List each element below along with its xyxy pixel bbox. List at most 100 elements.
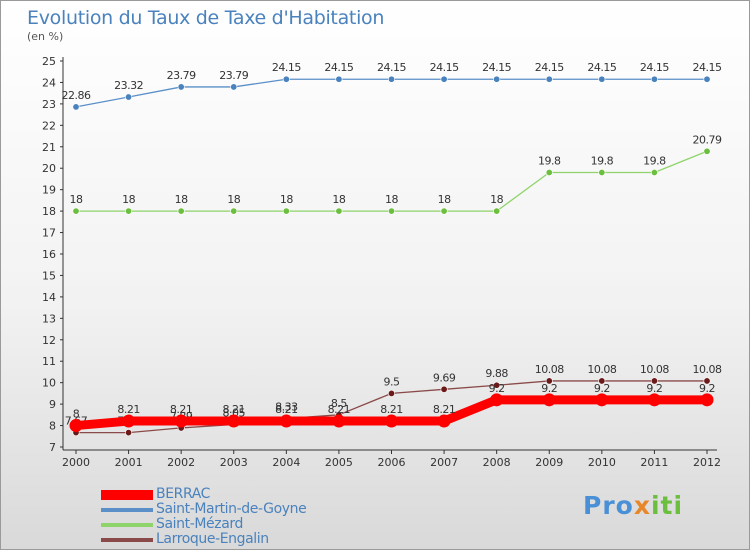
data-label-berrac: 8.21 [433, 403, 456, 416]
data-point-saint-mezard [493, 207, 501, 215]
x-tick-label: 2010 [588, 456, 616, 469]
data-point-saint-mezard [545, 169, 553, 177]
chart-unit-label: (en %) [27, 30, 64, 43]
data-point-berrac [69, 419, 83, 433]
x-tick-label: 2011 [640, 456, 668, 469]
y-tick-label: 13 [42, 312, 56, 325]
logo-part-1: Pro [583, 491, 634, 520]
data-point-saint-mezard [703, 147, 711, 155]
x-tick-label: 2005 [325, 456, 353, 469]
data-point-saint-martin-de-goyne [125, 93, 133, 101]
data-label-saint-martin-de-goyne: 23.79 [167, 69, 196, 82]
x-tick-label: 2009 [535, 456, 563, 469]
data-label-saint-mezard: 18 [175, 193, 188, 206]
data-point-berrac [647, 393, 661, 407]
data-point-saint-mezard [177, 207, 185, 215]
data-point-larroque-engalin [650, 377, 658, 385]
data-label-berrac: 8.21 [275, 403, 298, 416]
data-label-larroque-engalin: 10.08 [693, 363, 722, 376]
data-point-saint-mezard [125, 207, 133, 215]
legend-label: BERRAC [156, 486, 211, 502]
y-tick-label: 15 [42, 269, 56, 282]
data-point-saint-martin-de-goyne [650, 75, 658, 83]
y-tick-label: 18 [42, 205, 56, 218]
y-tick-label: 20 [42, 162, 56, 175]
data-label-saint-mezard: 18 [385, 193, 398, 206]
data-point-berrac [122, 414, 136, 428]
data-label-larroque-engalin: 8.5 [331, 397, 347, 410]
logo-part-3: iti [650, 491, 684, 520]
data-label-saint-martin-de-goyne: 24.15 [272, 61, 301, 74]
data-label-saint-martin-de-goyne: 24.15 [535, 61, 564, 74]
data-point-saint-mezard [650, 169, 658, 177]
y-tick-label: 21 [42, 141, 56, 154]
y-tick-label: 8 [49, 420, 56, 433]
y-tick-label: 11 [42, 355, 56, 368]
y-tick-label: 24 [42, 76, 56, 89]
y-tick-label: 17 [42, 227, 56, 240]
data-label-saint-mezard: 19.8 [643, 155, 666, 168]
data-point-berrac [437, 414, 451, 428]
data-label-berrac: 9.2 [541, 382, 557, 395]
data-label-larroque-engalin: 10.08 [587, 363, 616, 376]
data-label-berrac: 8.21 [170, 403, 193, 416]
legend-label: Saint-Martin-de-Goyne [156, 501, 307, 517]
data-label-larroque-engalin: 9.69 [433, 371, 456, 384]
data-label-larroque-engalin: 9.5 [384, 375, 400, 388]
data-label-saint-mezard: 18 [332, 193, 345, 206]
data-label-saint-martin-de-goyne: 24.15 [693, 61, 722, 74]
data-label-larroque-engalin: 10.08 [535, 363, 564, 376]
y-tick-label: 22 [42, 119, 56, 132]
data-label-berrac: 8.21 [223, 403, 246, 416]
data-point-larroque-engalin [440, 385, 448, 393]
data-label-saint-mezard: 18 [490, 193, 503, 206]
data-point-saint-martin-de-goyne [282, 75, 290, 83]
data-point-berrac [385, 414, 398, 428]
data-point-saint-martin-de-goyne [545, 75, 553, 83]
data-label-saint-martin-de-goyne: 24.15 [430, 61, 459, 74]
x-tick-label: 2004 [272, 456, 300, 469]
logo-part-2: x [633, 491, 651, 520]
data-label-saint-mezard: 18 [438, 193, 451, 206]
data-label-saint-mezard: 19.8 [591, 155, 614, 168]
data-point-saint-martin-de-goyne [493, 75, 501, 83]
data-point-berrac [227, 414, 241, 428]
y-tick-label: 7 [49, 441, 56, 454]
data-point-saint-martin-de-goyne [703, 75, 711, 83]
data-label-saint-mezard: 19.8 [538, 155, 561, 168]
legend-label: Saint-Mézard [156, 516, 243, 532]
data-label-larroque-engalin: 8.33 [275, 400, 298, 413]
y-tick-label: 23 [42, 98, 56, 111]
data-label-larroque-engalin: 9.88 [485, 367, 508, 380]
y-tick-label: 9 [49, 398, 56, 411]
x-tick-label: 2006 [378, 456, 406, 469]
data-label-saint-mezard: 18 [122, 193, 135, 206]
data-label-saint-mezard: 18 [280, 193, 293, 206]
y-tick-label: 16 [42, 248, 56, 261]
data-label-saint-martin-de-goyne: 24.15 [324, 61, 353, 74]
data-point-saint-martin-de-goyne [598, 75, 606, 83]
y-tick-label: 14 [42, 291, 56, 304]
y-tick-label: 10 [42, 377, 56, 390]
data-label-saint-martin-de-goyne: 24.15 [377, 61, 406, 74]
proxiti-logo: Proxiti [583, 491, 683, 520]
y-tick-label: 19 [42, 184, 56, 197]
x-tick-label: 2002 [167, 456, 195, 469]
chart-title: Evolution du Taux de Taxe d'Habitation [27, 7, 385, 29]
legend-swatch [101, 538, 153, 542]
data-label-berrac: 8 [73, 408, 80, 421]
data-point-larroque-engalin [493, 381, 501, 389]
data-point-saint-martin-de-goyne [177, 83, 185, 91]
data-label-saint-martin-de-goyne: 23.79 [219, 69, 248, 82]
x-tick-label: 2001 [115, 456, 143, 469]
data-label-saint-martin-de-goyne: 24.15 [587, 61, 616, 74]
data-point-saint-mezard [598, 169, 606, 177]
data-point-larroque-engalin [545, 377, 553, 385]
data-label-berrac: 8.21 [117, 403, 140, 416]
legend-label: Larroque-Engalin [156, 531, 269, 547]
x-tick-label: 2008 [483, 456, 511, 469]
x-tick-label: 2007 [430, 456, 458, 469]
data-point-saint-mezard [440, 207, 448, 215]
data-point-saint-martin-de-goyne [230, 83, 238, 91]
